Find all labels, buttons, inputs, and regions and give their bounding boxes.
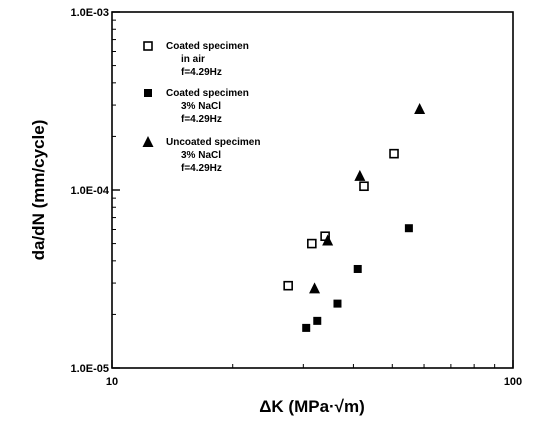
- data-point-series-1: [389, 148, 399, 159]
- legend-entry-text: Coated specimen: [166, 88, 249, 99]
- data-points: [283, 103, 426, 332]
- legend-entry-text: 3% NaCl: [181, 101, 221, 112]
- data-point-series-2: [313, 316, 322, 325]
- legend-entry-text: f=4.29Hz: [181, 163, 222, 174]
- legend-marker-series-3: [142, 136, 154, 147]
- legend: Coated specimen in air f=4.29Hz Coated spec…: [142, 41, 260, 174]
- data-point-series-3: [354, 169, 366, 181]
- data-point-series-1: [283, 280, 293, 291]
- legend-entry-text: 3% NaCl: [181, 150, 221, 161]
- legend-entry-text: in air: [181, 54, 205, 65]
- legend-marker-series-2: [144, 89, 152, 97]
- data-point-series-3: [322, 234, 334, 246]
- legend-entry-text: Uncoated specimen: [166, 137, 260, 148]
- data-point-series-3: [309, 282, 321, 294]
- data-point-series-2: [404, 224, 413, 233]
- data-point-series-3: [414, 103, 426, 115]
- x-axis-label: ΔK (MPa·√m): [259, 397, 365, 416]
- data-point-series-2: [333, 299, 342, 308]
- x-tick-label: 100: [504, 376, 522, 388]
- data-point-series-2: [302, 323, 311, 332]
- x-tick-label: 10: [106, 376, 118, 388]
- x-axis-ticks: 10 100: [106, 360, 522, 388]
- y-tick-label: 1.0E-04: [70, 185, 109, 197]
- y-axis-label: da/dN (mm/cycle): [29, 120, 48, 261]
- y-axis-ticks: 1.0E-05 1.0E-04 1.0E-03: [70, 7, 120, 375]
- data-point-series-1: [359, 181, 369, 192]
- data-point-series-2: [353, 264, 362, 273]
- y-tick-label: 1.0E-05: [70, 363, 109, 375]
- legend-entry-text: f=4.29Hz: [181, 67, 222, 78]
- plot-area: [111, 11, 514, 369]
- data-point-series-1: [307, 238, 317, 249]
- legend-entry-text: Coated specimen: [166, 41, 249, 52]
- y-tick-label: 1.0E-03: [70, 7, 109, 19]
- legend-marker-series-1: [143, 41, 153, 51]
- legend-entry-text: f=4.29Hz: [181, 114, 222, 125]
